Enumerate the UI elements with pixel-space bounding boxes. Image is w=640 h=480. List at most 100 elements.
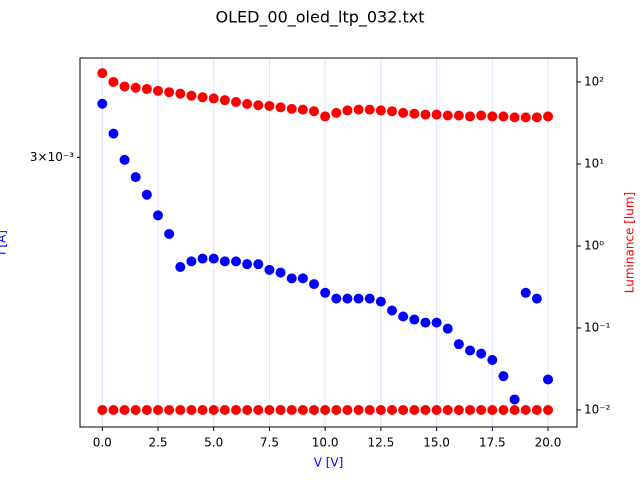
- data-point: [309, 279, 320, 290]
- data-point: [309, 404, 320, 415]
- data-point: [219, 256, 230, 267]
- data-point: [197, 253, 208, 264]
- data-point: [119, 154, 130, 165]
- data-point: [320, 287, 331, 298]
- data-point: [119, 81, 130, 92]
- data-point: [208, 253, 219, 264]
- x-tick-label: 10.0: [312, 436, 339, 450]
- data-point: [409, 404, 420, 415]
- data-point: [531, 404, 542, 415]
- data-point: [543, 374, 554, 385]
- y2-tick-label: 10⁻¹: [584, 320, 611, 334]
- x-tick-label: 0.0: [93, 436, 112, 450]
- data-point: [387, 106, 398, 117]
- data-point: [164, 228, 175, 239]
- data-point: [353, 404, 364, 415]
- data-point: [197, 404, 208, 415]
- data-point: [130, 82, 141, 93]
- data-point: [164, 87, 175, 98]
- data-point: [186, 404, 197, 415]
- data-point: [253, 404, 264, 415]
- y-tick-label: 3×10⁻³: [30, 150, 74, 164]
- data-point: [520, 404, 531, 415]
- x-tick-label: 17.5: [479, 436, 506, 450]
- data-point: [498, 371, 509, 382]
- x-tick-label: 2.5: [148, 436, 167, 450]
- data-point: [364, 293, 375, 304]
- data-point: [286, 404, 297, 415]
- data-point: [242, 404, 253, 415]
- data-point: [420, 109, 431, 120]
- data-point: [442, 404, 453, 415]
- data-point: [387, 404, 398, 415]
- data-point: [364, 404, 375, 415]
- data-point: [387, 305, 398, 316]
- data-point: [231, 96, 242, 107]
- data-point: [153, 210, 164, 221]
- data-point: [543, 111, 554, 122]
- data-point: [141, 84, 152, 95]
- data-point: [186, 256, 197, 267]
- data-point: [130, 172, 141, 183]
- data-point: [531, 112, 542, 123]
- data-point: [320, 404, 331, 415]
- x-tick-label: 5.0: [204, 436, 223, 450]
- data-point: [487, 111, 498, 122]
- data-point: [141, 404, 152, 415]
- data-point: [275, 404, 286, 415]
- data-point: [153, 85, 164, 96]
- data-point: [264, 264, 275, 275]
- y2-tick-label: 10⁻²: [584, 402, 611, 416]
- data-point: [297, 104, 308, 115]
- data-point: [465, 111, 476, 122]
- x-axis-label: V [V]: [314, 456, 344, 470]
- data-point: [353, 293, 364, 304]
- data-point: [453, 110, 464, 121]
- data-point: [164, 404, 175, 415]
- data-point: [398, 107, 409, 118]
- y-axis-label: I [A]: [0, 230, 9, 255]
- data-point: [231, 256, 242, 267]
- data-point: [409, 314, 420, 325]
- data-point: [487, 354, 498, 365]
- data-point: [353, 104, 364, 115]
- data-point: [297, 404, 308, 415]
- data-point: [197, 92, 208, 103]
- data-point: [498, 404, 509, 415]
- data-point: [465, 345, 476, 356]
- data-point: [320, 111, 331, 122]
- x-tick-label: 15.0: [423, 436, 450, 450]
- y2-axis-label: Luminance [lum]: [623, 192, 637, 293]
- x-tick-label: 20.0: [535, 436, 562, 450]
- data-point: [431, 109, 442, 120]
- data-point: [543, 404, 554, 415]
- data-point: [97, 68, 108, 79]
- x-tick-label: 12.5: [368, 436, 395, 450]
- data-point: [509, 404, 520, 415]
- data-point: [420, 404, 431, 415]
- data-point: [453, 339, 464, 350]
- data-point: [108, 404, 119, 415]
- data-point: [398, 311, 409, 322]
- data-point: [108, 128, 119, 139]
- data-point: [342, 105, 353, 116]
- y2-tick-label: 10²: [584, 74, 604, 88]
- data-point: [208, 404, 219, 415]
- data-point: [364, 104, 375, 115]
- data-point: [520, 287, 531, 298]
- data-point: [342, 404, 353, 415]
- data-point: [253, 259, 264, 270]
- data-point: [231, 404, 242, 415]
- data-point: [509, 112, 520, 123]
- y2-tick-label: 10⁰: [584, 238, 604, 252]
- data-point: [409, 108, 420, 119]
- chart-title: OLED_00_oled_ltp_032.txt: [215, 8, 424, 28]
- data-point: [476, 404, 487, 415]
- data-point: [487, 404, 498, 415]
- data-point: [175, 261, 186, 272]
- data-point: [275, 267, 286, 278]
- data-point: [186, 90, 197, 101]
- data-point: [375, 296, 386, 307]
- y2-tick-label: 10¹: [584, 156, 604, 170]
- data-point: [331, 404, 342, 415]
